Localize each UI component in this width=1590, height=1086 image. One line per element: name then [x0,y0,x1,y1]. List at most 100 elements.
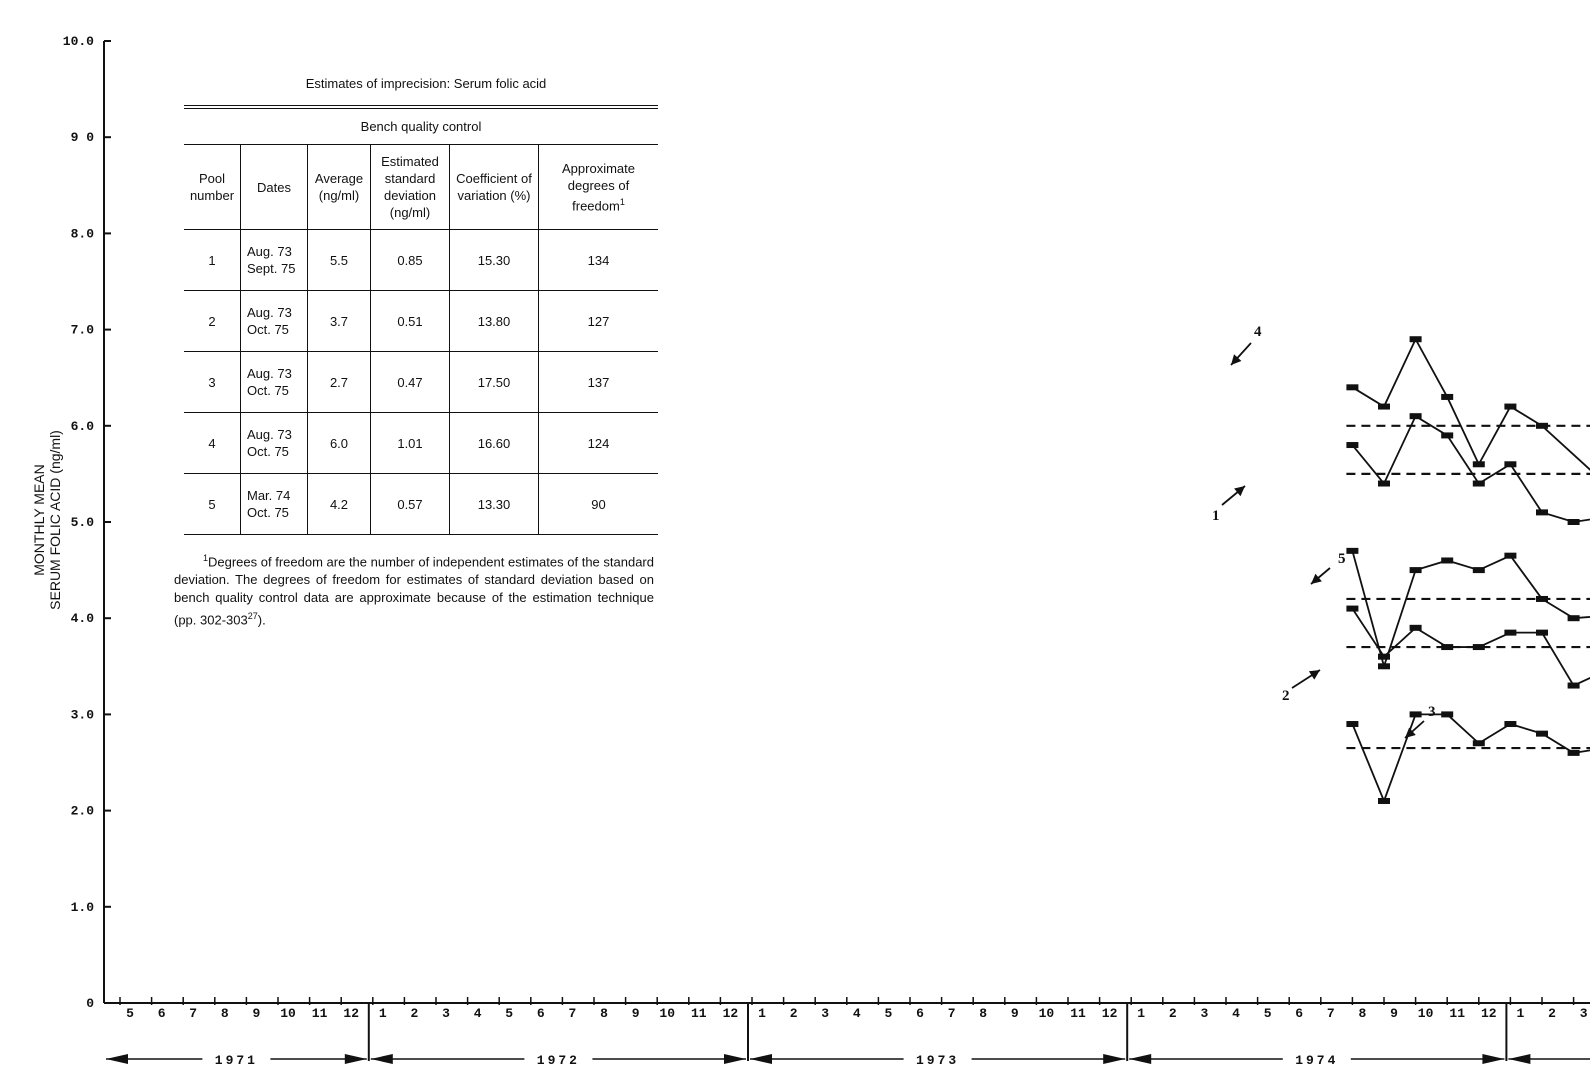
x-tick-label: 2 [1169,1006,1177,1021]
x-tick-label: 10 [280,1006,296,1021]
series-line-pool-3 [1351,713,1590,804]
date-from: Aug. 73 [247,305,292,320]
data-point-pool-4 [1378,403,1390,410]
data-point-pool-5 [1567,615,1580,622]
cell-average: 2.7 [307,351,371,413]
x-tick-label: 12 [343,1006,359,1021]
x-tick-label: 12 [1102,1006,1118,1021]
x-tick-label: 5 [505,1006,513,1021]
cell-dates: Aug. 73 Oct. 75 [240,290,308,352]
data-point-pool-1 [1346,442,1359,449]
data-point-pool-4 [1409,336,1422,343]
data-point-pool-3 [1409,711,1422,718]
cell-df: 124 [538,412,658,474]
series-arrowhead-pool-5 [1311,573,1322,584]
year-arrow-right [1482,1054,1505,1064]
data-point-pool-3 [1378,797,1390,804]
data-point-pool-5 [1441,557,1454,564]
cell-pool: 4 [184,412,241,474]
x-tick-label: 9 [252,1006,260,1021]
table-row: 3 Aug. 73 Oct. 75 2.7 0.47 17.50 137 [184,351,658,413]
header-coefficient-of-variation: Coefficient of variation (%) [449,144,539,230]
year-label: 1972 [537,1053,580,1068]
year-arrow-right [1103,1054,1126,1064]
y-tick-label: 5.0 [71,515,95,530]
cell-cv: 13.80 [449,290,539,352]
series-label-pool-4: 4 [1254,324,1262,340]
data-point-pool-2 [1536,629,1548,636]
date-from: Aug. 73 [247,244,292,259]
year-label: 1974 [1295,1053,1338,1068]
y-tick-label: 2.0 [71,804,95,819]
series-line-pool-1 [1351,414,1590,523]
data-point-pool-2 [1567,682,1580,689]
y-tick-label: 3.0 [71,707,95,722]
series-lines [1346,336,1590,804]
x-tick-label: 5 [126,1006,134,1021]
series-arrowhead-pool-3 [1405,727,1416,738]
data-point-pool-3 [1441,711,1454,718]
data-point-pool-2 [1441,644,1454,651]
header-degrees-of-freedom: Approximate degrees of freedom1 [538,144,658,230]
x-tick-label: 3 [1200,1006,1208,1021]
x-tick-label: 1 [1137,1006,1145,1021]
series-line-pool-2 [1351,608,1590,687]
header-pool-number: Pool number [184,144,241,230]
x-tick-label: 11 [691,1006,707,1021]
data-point-pool-1 [1378,480,1390,487]
date-from: Aug. 73 [247,427,292,442]
x-tick-label: 3 [442,1006,450,1021]
x-tick-label: 3 [1580,1006,1588,1021]
y-tick-label: 9 0 [71,130,95,145]
data-point-pool-4 [1472,461,1485,468]
data-point-pool-2 [1504,629,1517,636]
cell-dates: Aug. 73 Oct. 75 [240,351,308,413]
x-tick-label: 12 [1481,1006,1497,1021]
x-tick-label: 9 [1390,1006,1398,1021]
x-tick-label: 8 [1358,1006,1366,1021]
table-caption: Bench quality control [184,105,658,145]
date-from: Mar. 74 [247,488,291,503]
date-from: Aug. 73 [247,366,292,381]
x-tick-label: 10 [1418,1006,1434,1021]
y-tick-label: 6.0 [71,419,95,434]
series-label-pool-1: 1 [1212,508,1220,524]
data-point-pool-3 [1346,721,1359,728]
y-axis-label-line1: MONTHLY MEAN [31,464,47,576]
series-arrowhead-pool-2 [1308,670,1320,680]
x-tick-label: 11 [1449,1006,1465,1021]
cell-pool: 1 [184,229,241,291]
y-tick-label: 10.0 [63,34,94,49]
cell-dates: Aug. 73 Oct. 75 [240,412,308,474]
x-tick-label: 7 [1327,1006,1335,1021]
year-label: 1971 [215,1053,258,1068]
cell-pool: 2 [184,290,241,352]
series-label-pool-5: 5 [1338,551,1346,567]
y-tick-label: 4.0 [71,611,95,626]
data-point-pool-5 [1409,567,1422,574]
date-to: Sept. 75 [247,261,296,276]
cell-sd: 0.57 [370,473,450,535]
data-point-pool-3 [1504,721,1517,728]
x-tick-label: 11 [312,1006,328,1021]
table-footnote: 1Degrees of freedom are the number of in… [174,549,654,630]
cell-cv: 13.30 [449,473,539,535]
y-tick-label: 0 [86,996,94,1011]
data-point-pool-2 [1472,644,1485,651]
x-tick-label: 9 [632,1006,640,1021]
cell-df: 134 [538,229,658,291]
header-estimated-sd: Estimated standard deviation (ng/ml) [370,144,450,230]
year-label: 1973 [916,1053,959,1068]
x-tick-label: 9 [1011,1006,1019,1021]
imprecision-table-block: Estimates of imprecision: Serum folic ac… [174,76,658,630]
y-axis-ticks: 0 1.0 2.0 3.0 4.0 5.0 6.0 7.0 8.0 9 0 10.0 [63,34,111,1011]
y-tick-label: 8.0 [71,226,95,241]
cell-cv: 17.50 [449,351,539,413]
data-point-pool-1 [1567,519,1580,525]
x-tick-label: 2 [790,1006,798,1021]
data-point-pool-3 [1536,730,1548,737]
mean-lines [1346,424,1590,750]
data-point-pool-4 [1504,403,1517,410]
cell-dates: Aug. 73 Sept. 75 [240,229,308,291]
cell-cv: 15.30 [449,229,539,291]
